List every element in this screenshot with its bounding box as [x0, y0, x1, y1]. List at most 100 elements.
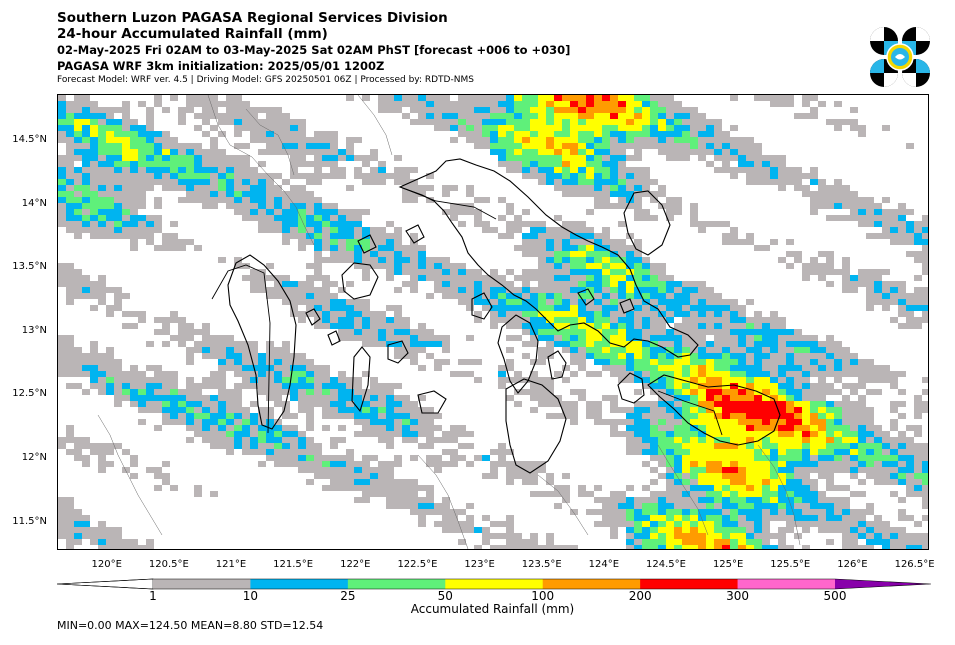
rain-cell [786, 353, 794, 359]
rain-cell [106, 107, 114, 113]
rain-cell [754, 383, 762, 389]
rain-cell [226, 197, 234, 203]
rain-cell [602, 107, 610, 113]
rain-cell [170, 401, 178, 407]
rain-cell [506, 473, 514, 479]
rain-cell [706, 461, 714, 467]
rain-cell [354, 395, 362, 401]
rain-cell [442, 95, 450, 101]
rain-cell [210, 113, 218, 119]
rain-cell [346, 407, 354, 413]
rain-cell [650, 419, 658, 425]
rain-cell [82, 197, 90, 203]
rain-cell [378, 323, 386, 329]
rain-cell [898, 239, 906, 245]
rain-cell [826, 263, 834, 269]
rain-cell [626, 407, 634, 413]
rain-cell [194, 425, 202, 431]
rain-cell [786, 377, 794, 383]
colorbar-segment [153, 579, 251, 589]
rain-cell [466, 131, 474, 137]
rain-cell [746, 473, 754, 479]
rain-cell [754, 155, 762, 161]
rain-cell [450, 269, 458, 275]
rain-cell [290, 449, 298, 455]
rain-cell [818, 515, 826, 521]
rain-cell [98, 527, 106, 533]
rain-cell [722, 521, 730, 527]
rain-cell [690, 377, 698, 383]
rain-cell [426, 275, 434, 281]
rain-cell [314, 305, 322, 311]
rain-cell [634, 413, 642, 419]
rain-cell [138, 185, 146, 191]
rain-cell [90, 281, 98, 287]
rain-cell [234, 257, 242, 263]
rain-cell [330, 173, 338, 179]
rain-cell [58, 263, 66, 269]
rain-cell [818, 275, 826, 281]
rain-cell [858, 275, 866, 281]
rain-cell [754, 161, 762, 167]
rain-cell [754, 545, 762, 549]
rain-cell [122, 149, 130, 155]
rain-cell [274, 209, 282, 215]
rain-cell [362, 467, 370, 473]
rain-cell [306, 239, 314, 245]
rain-cell [674, 293, 682, 299]
rain-cell [762, 371, 770, 377]
rain-cell [674, 209, 682, 215]
rain-cell [338, 167, 346, 173]
rain-cell [58, 101, 66, 107]
rain-cell [242, 377, 250, 383]
rain-cell [634, 245, 642, 251]
rain-cell [698, 353, 706, 359]
rain-cell [698, 413, 706, 419]
rain-cell [538, 269, 546, 275]
rain-cell [834, 515, 842, 521]
rain-cell [474, 275, 482, 281]
rain-cell [586, 95, 594, 101]
rain-cell [58, 197, 66, 203]
rain-cell [298, 125, 306, 131]
rain-cell [290, 281, 298, 287]
rain-cell [90, 305, 98, 311]
rain-cell [282, 425, 290, 431]
rain-cell [514, 161, 522, 167]
rain-cell [826, 383, 834, 389]
rain-cell [298, 389, 306, 395]
rain-cell [82, 125, 90, 131]
rain-cell [490, 293, 498, 299]
rain-cell [370, 383, 378, 389]
rain-cell [274, 143, 282, 149]
rain-cell [338, 455, 346, 461]
rain-cell [618, 503, 626, 509]
rain-cell [114, 527, 122, 533]
rain-cell [746, 353, 754, 359]
rain-cell [362, 401, 370, 407]
rain-cell [754, 173, 762, 179]
rain-cell [674, 365, 682, 371]
rain-cell [346, 329, 354, 335]
rain-cell [130, 233, 138, 239]
rain-cell [730, 503, 738, 509]
rain-cell [274, 383, 282, 389]
rain-cell [114, 305, 122, 311]
rain-cell [130, 401, 138, 407]
rain-cell [122, 119, 130, 125]
rain-cell [418, 413, 426, 419]
rain-cell [434, 281, 442, 287]
rain-cell [66, 527, 74, 533]
rain-cell [922, 491, 928, 497]
rain-cell [210, 383, 218, 389]
rain-cell [266, 287, 274, 293]
rain-cell [290, 359, 298, 365]
rain-cell [834, 119, 842, 125]
rain-cell [762, 455, 770, 461]
rain-cell [122, 185, 130, 191]
rain-cell [354, 413, 362, 419]
rain-cell [538, 389, 546, 395]
rain-cell [850, 521, 858, 527]
rain-cell [370, 425, 378, 431]
rain-cell [762, 365, 770, 371]
